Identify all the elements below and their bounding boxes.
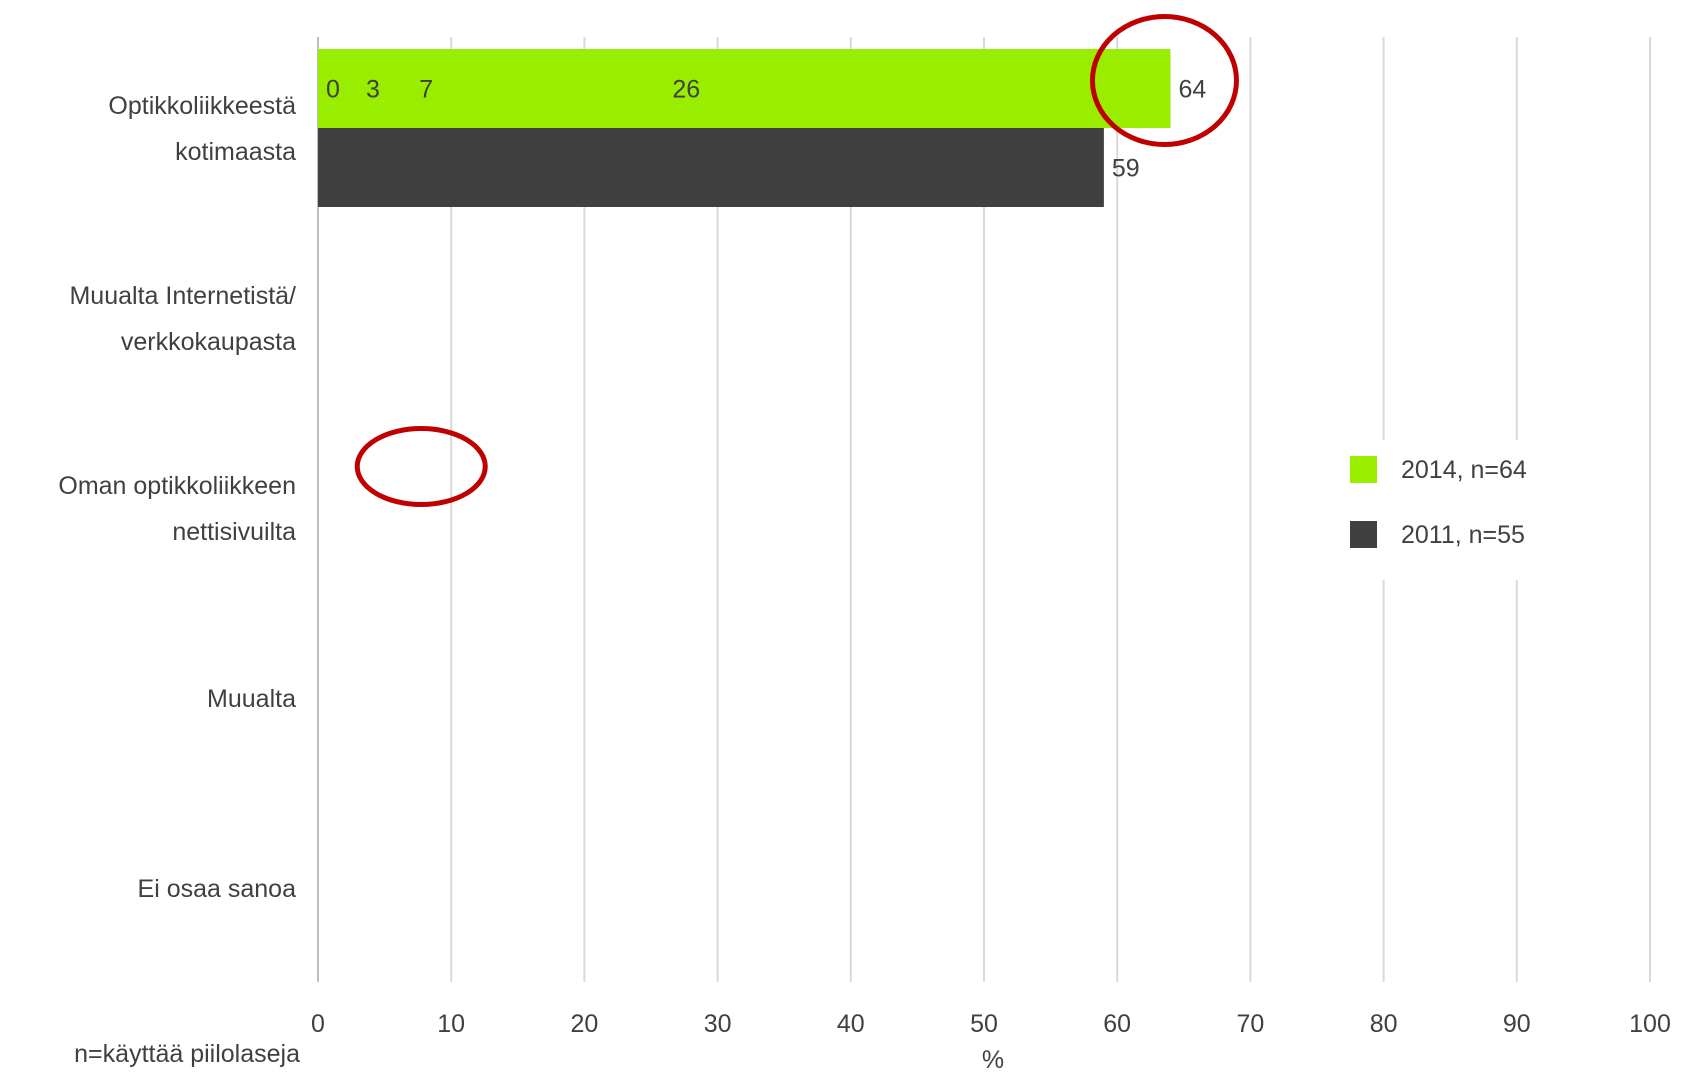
data-label: 64 [1178, 76, 1206, 104]
category-label: Muualta Internetistä/verkkokaupasta [69, 282, 296, 356]
bar-2011-cat-4 [318, 128, 320, 207]
category-label: Muualta [207, 685, 296, 713]
data-label: 12 [486, 155, 514, 183]
data-label: 3 [366, 76, 380, 104]
highlights [354, 14, 1239, 507]
data-label: 23 [632, 155, 660, 183]
highlight-ellipse [354, 426, 488, 507]
data-label: 0 [326, 155, 340, 183]
footnote: n=käyttää piilolaseja [74, 1040, 300, 1068]
bar-2011-cat-3 [318, 128, 385, 207]
category-label: Optikkoliikkeestä kotimaasta [108, 92, 296, 166]
legend: 2014, n=64 2011, n=55 [1330, 440, 1560, 580]
x-tick-label: 40 [837, 1010, 865, 1038]
x-tick-label: 70 [1236, 1010, 1264, 1038]
x-tick-label: 10 [437, 1010, 465, 1038]
x-tick-label: 0 [311, 1010, 325, 1038]
bars [318, 49, 1171, 207]
bar-2014-cat-4 [318, 49, 358, 128]
x-tick-label: 60 [1103, 1010, 1131, 1038]
x-tick-label: 30 [704, 1010, 732, 1038]
legend-label: 2011, n=55 [1401, 521, 1525, 549]
x-tick-label: 50 [970, 1010, 998, 1038]
data-label: 59 [1112, 155, 1140, 183]
highlight-ellipse [1089, 14, 1239, 147]
legend-swatch [1350, 521, 1377, 548]
legend-swatch [1350, 456, 1377, 483]
x-axis-title: % [982, 1046, 1004, 1074]
data-label: 5 [393, 155, 407, 183]
category-label: Ei osaa sanoa [138, 875, 297, 903]
x-tick-label: 100 [1629, 1010, 1671, 1038]
legend-label: 2014, n=64 [1401, 456, 1527, 484]
data-label: 26 [672, 76, 700, 104]
x-tick-labels: 0 10 20 30 40 50 60 70 80 90 100 [311, 1010, 1671, 1038]
data-label: 0 [326, 76, 340, 104]
x-tick-label: 20 [570, 1010, 598, 1038]
category-label: Oman optikkoliikkeen nettisivuilta [58, 472, 296, 546]
x-tick-label: 80 [1370, 1010, 1398, 1038]
x-tick-label: 90 [1503, 1010, 1531, 1038]
category-labels: Optikkoliikkeestä kotimaasta Muualta Inter… [58, 92, 296, 903]
data-label: 7 [419, 76, 433, 104]
